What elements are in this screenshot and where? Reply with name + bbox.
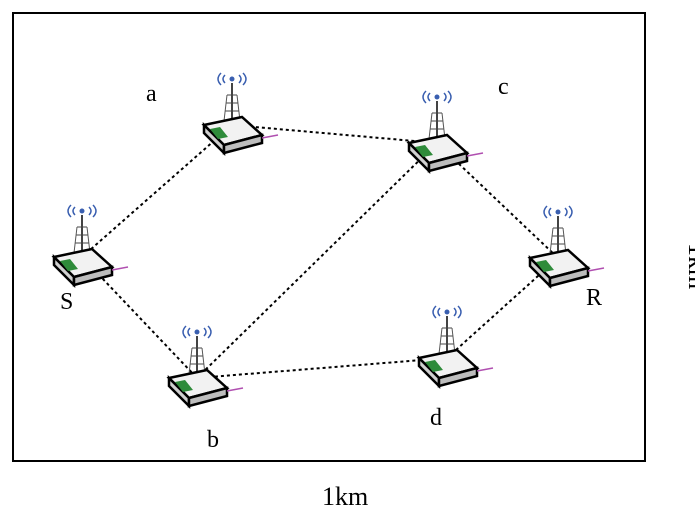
node-label-r: R — [586, 285, 602, 311]
links-group — [81, 124, 559, 379]
node-label-a: a — [146, 81, 157, 107]
node-label-c: c — [498, 74, 509, 100]
node-label-d: d — [430, 405, 442, 431]
link-c-r — [436, 142, 559, 259]
area-frame — [12, 12, 646, 462]
node-label-s: S — [60, 289, 73, 315]
link-s-b — [81, 256, 198, 379]
link-b-c — [196, 142, 438, 379]
width-label: 1km — [322, 482, 368, 511]
node-label-b: b — [207, 427, 219, 453]
link-d-r — [446, 257, 559, 359]
height-label: 1km — [683, 243, 695, 289]
link-a-c — [231, 124, 438, 144]
